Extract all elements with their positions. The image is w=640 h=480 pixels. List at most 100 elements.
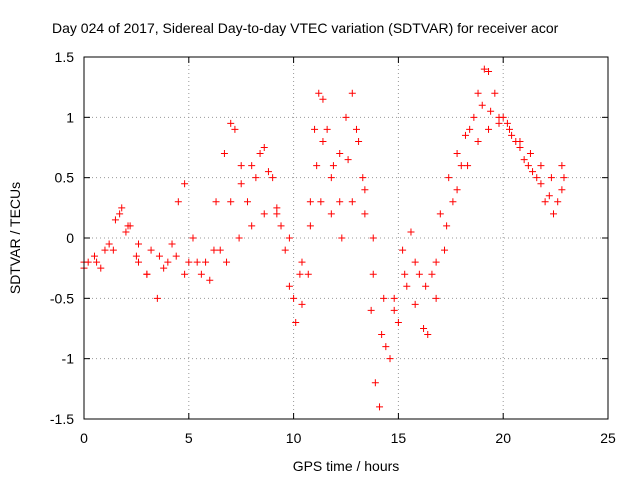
data-point	[403, 282, 411, 290]
data-point	[231, 125, 239, 133]
data-point	[116, 210, 124, 218]
x-axis-title: GPS time / hours	[293, 458, 400, 474]
data-point	[520, 156, 528, 164]
data-point	[296, 270, 304, 278]
data-point	[560, 174, 568, 182]
data-point	[380, 294, 388, 302]
data-point	[227, 119, 235, 127]
data-point	[193, 258, 201, 266]
data-point	[369, 234, 377, 242]
y-axis-title: SDTVAR / TECUs	[7, 182, 23, 294]
data-point	[248, 222, 256, 230]
data-point	[285, 234, 293, 242]
data-point	[491, 89, 499, 97]
data-point	[478, 101, 486, 109]
data-point	[348, 198, 356, 206]
data-point	[390, 306, 398, 314]
data-point	[306, 198, 314, 206]
data-point	[285, 282, 293, 290]
data-point	[181, 180, 189, 188]
data-point	[327, 210, 335, 218]
data-point	[315, 89, 323, 97]
data-point	[526, 150, 534, 158]
data-point	[273, 204, 281, 212]
y-tick-label: 1	[66, 109, 74, 125]
x-tick-label: 15	[391, 430, 407, 446]
data-point	[164, 258, 172, 266]
data-point	[533, 174, 541, 182]
y-tick-label: -0.5	[50, 290, 74, 306]
data-point	[480, 65, 488, 73]
data-point	[449, 198, 457, 206]
data-point	[237, 180, 245, 188]
data-point	[505, 125, 513, 133]
data-point	[336, 198, 344, 206]
data-point	[537, 180, 545, 188]
data-point	[235, 234, 243, 242]
y-tick-label: 1.5	[55, 49, 75, 65]
y-tick-label: -1	[62, 351, 75, 367]
data-point	[529, 168, 537, 176]
data-point	[411, 300, 419, 308]
data-point	[382, 343, 390, 351]
data-point	[336, 150, 344, 158]
x-tick-label: 20	[495, 430, 511, 446]
series-track-2	[80, 101, 568, 363]
y-tick-label: 0.5	[55, 170, 75, 186]
data-point	[461, 131, 469, 139]
data-point	[212, 198, 220, 206]
data-point	[537, 162, 545, 170]
data-point	[399, 246, 407, 254]
data-point	[541, 198, 549, 206]
x-tick-label: 5	[185, 430, 193, 446]
data-point	[220, 150, 228, 158]
chart-title: Day 024 of 2017, Sidereal Day-to-day VTE…	[52, 20, 559, 36]
data-point	[260, 210, 268, 218]
data-point	[118, 204, 126, 212]
data-point	[216, 246, 224, 254]
data-point	[298, 258, 306, 266]
data-point	[202, 258, 210, 266]
data-point	[84, 258, 92, 266]
series-track-1	[80, 65, 566, 411]
data-point	[432, 258, 440, 266]
data-point	[313, 162, 321, 170]
y-tick-label: 0	[66, 230, 74, 246]
data-point	[111, 216, 119, 224]
data-point	[503, 119, 511, 127]
data-point	[260, 144, 268, 151]
data-point	[495, 119, 503, 127]
data-point	[428, 270, 436, 278]
data-point	[327, 174, 335, 182]
data-point	[172, 252, 180, 260]
data-point	[319, 95, 327, 103]
data-point	[508, 131, 516, 139]
data-point	[264, 168, 272, 176]
data-point	[134, 258, 142, 266]
data-point	[369, 270, 377, 278]
data-point	[174, 198, 182, 206]
data-point	[407, 228, 415, 236]
data-point	[122, 228, 130, 236]
data-point	[441, 246, 449, 254]
data-point	[277, 222, 285, 230]
data-point	[474, 89, 482, 97]
data-point	[273, 210, 281, 218]
data-point	[109, 246, 117, 254]
data-point	[248, 162, 256, 170]
data-point	[290, 294, 298, 302]
data-point	[329, 162, 337, 170]
data-point	[554, 198, 562, 206]
data-point	[371, 379, 379, 387]
data-point	[101, 246, 109, 254]
data-point	[432, 294, 440, 302]
data-point	[105, 240, 113, 248]
data-point	[306, 222, 314, 230]
data-point	[97, 264, 105, 272]
data-point	[181, 270, 189, 278]
data-point	[189, 234, 197, 242]
data-point	[524, 162, 532, 170]
data-point	[443, 222, 451, 230]
data-point	[348, 89, 356, 97]
